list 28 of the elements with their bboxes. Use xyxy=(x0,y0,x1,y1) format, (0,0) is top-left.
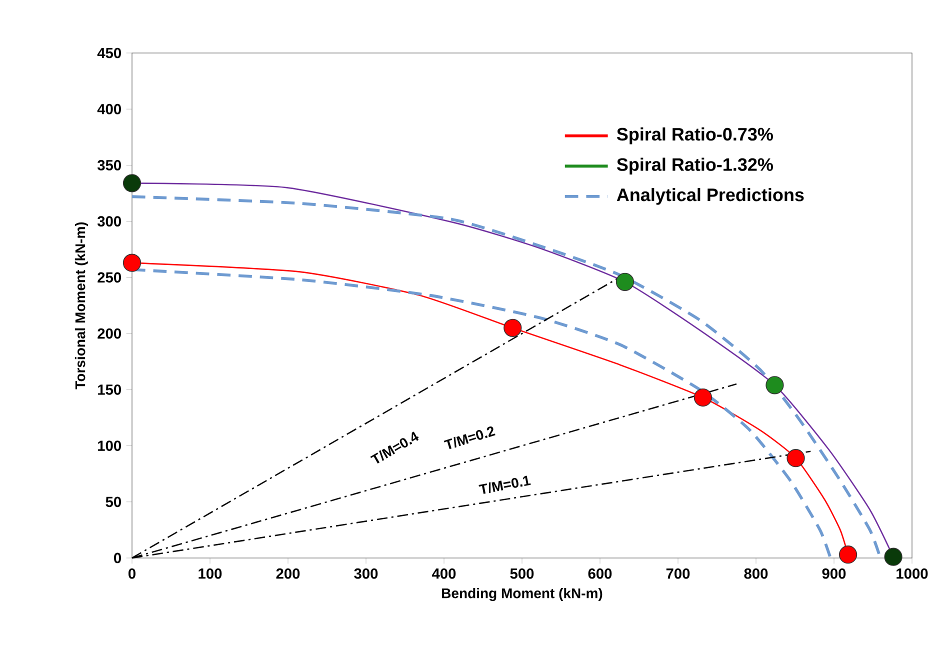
y-tick-label: 450 xyxy=(97,48,121,58)
legend-label: Analytical Predictions xyxy=(616,188,804,205)
x-tick-label: 900 xyxy=(822,568,846,579)
x-tick-label: 800 xyxy=(744,568,768,579)
annotation: T/M=0.2 xyxy=(444,426,496,450)
x-tick-label: 300 xyxy=(354,568,378,579)
y-tick-label: 250 xyxy=(98,272,121,283)
x-tick-label: 500 xyxy=(510,568,534,579)
x-tick-label: 600 xyxy=(588,568,612,579)
x-tick-label: 700 xyxy=(666,568,690,579)
y-axis-title: Torsional Moment (kN-m) xyxy=(74,222,88,390)
x-axis-title: Bending Moment (kN-m) xyxy=(442,588,602,602)
x-tick-label: 100 xyxy=(198,568,222,579)
legend-label: Spiral Ratio-1.32% xyxy=(616,158,773,175)
x-tick-label: 200 xyxy=(276,568,300,579)
y-tick-label: 200 xyxy=(98,328,121,339)
y-tick-label: 50 xyxy=(106,496,121,508)
legend-label: Spiral Ratio-0.73% xyxy=(616,127,773,144)
y-tick-label: 100 xyxy=(98,440,121,451)
annotation: T/M=0.1 xyxy=(478,476,531,494)
x-tick-label: 0 xyxy=(128,568,136,579)
y-tick-label: 150 xyxy=(98,384,121,395)
x-tick-label: 1000 xyxy=(896,568,928,579)
y-tick-label: 0 xyxy=(114,552,121,564)
y-tick-label: 350 xyxy=(97,160,121,170)
y-tick-label: 400 xyxy=(97,104,121,114)
y-tick-label: 300 xyxy=(97,216,121,227)
x-tick-label: 400 xyxy=(432,568,456,579)
